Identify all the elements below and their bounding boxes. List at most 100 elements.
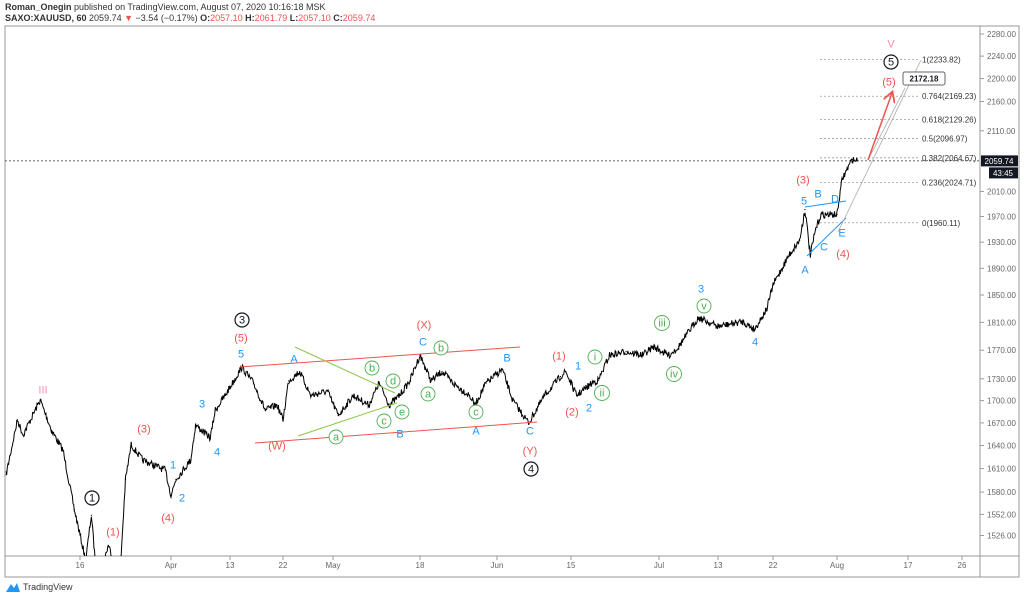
price-point <box>190 459 192 461</box>
price-point <box>194 424 197 426</box>
blue-triangle-upper-line[interactable] <box>804 200 847 208</box>
time-tick-label: Jul <box>654 561 664 570</box>
author-name[interactable]: Roman_Onegin <box>5 2 72 12</box>
trend-lines[interactable] <box>239 59 922 444</box>
wave-label: 3 <box>239 314 245 326</box>
wave-label: (W) <box>268 440 286 452</box>
wave-label: C <box>419 336 427 348</box>
price-point <box>175 478 177 481</box>
price-callout[interactable]: 2172.18 <box>902 71 946 86</box>
wave-label-circle <box>385 373 401 389</box>
wave-label: ii <box>600 387 605 399</box>
wave-label: 5 <box>888 56 894 68</box>
price-point <box>501 368 503 371</box>
price-point <box>62 449 64 451</box>
wave-label: 3 <box>199 398 205 410</box>
price-point <box>214 409 216 411</box>
wave-label: (1) <box>106 526 119 538</box>
price-series <box>5 157 858 583</box>
wave-label-circle <box>84 490 100 506</box>
wave-label-circle <box>666 366 682 382</box>
price-point <box>597 379 600 381</box>
price-point <box>512 400 514 402</box>
price-point <box>468 394 471 397</box>
price-tick-label: 1700.00 <box>987 397 1016 406</box>
publish-text: published on TradingView.com, August 07,… <box>74 2 326 12</box>
channel-upper-line[interactable] <box>239 346 521 368</box>
price-point <box>841 179 843 181</box>
price-tick-label: 1670.00 <box>987 419 1016 428</box>
projection-line-2[interactable] <box>867 87 906 161</box>
price-tick-label: 1930.00 <box>987 238 1016 247</box>
price-point <box>96 582 97 583</box>
tradingview-logo[interactable]: TradingView <box>6 582 73 592</box>
wave-label: iv <box>670 368 678 380</box>
price-tick-label: 1890.00 <box>987 264 1016 273</box>
target-arrow[interactable] <box>867 93 892 161</box>
triangle-upper-line[interactable] <box>294 346 396 394</box>
wave-label: 1 <box>575 360 581 372</box>
price-tick-label: 2160.00 <box>987 98 1016 107</box>
time-axis[interactable]: 16 Apr 13 22 May 18 Jun 15 Jul 13 22 Aug 17 26 <box>76 556 967 570</box>
wave-label: (5) <box>234 332 247 344</box>
price-point <box>788 254 790 256</box>
price-point <box>815 228 817 230</box>
price-point <box>430 380 432 382</box>
price-point <box>398 394 401 397</box>
fib-level-label: 0.5(2096.97) <box>922 135 968 144</box>
blue-triangle-lower-line[interactable] <box>806 217 847 257</box>
wave-label: (4) <box>161 512 174 524</box>
price-point <box>368 404 370 406</box>
price-point <box>310 394 312 397</box>
wave-label: v <box>701 300 707 312</box>
callout-text: 2172.18 <box>910 75 939 84</box>
wave-label: V <box>887 38 895 50</box>
fib-retracement[interactable]: 1(2233.82) 0.764(2169.23) 0.618(2129.26) 0.… <box>820 56 977 228</box>
price-point <box>264 409 266 411</box>
triangle-lower-line[interactable] <box>297 402 398 437</box>
wave-label: (X) <box>417 319 432 331</box>
last-price: 2059.74 <box>89 13 122 23</box>
price-tick-label: 1850.00 <box>987 291 1016 300</box>
projection-line[interactable] <box>837 59 922 233</box>
price-point <box>287 380 290 382</box>
wave-label: d <box>390 375 396 387</box>
wave-label-circle <box>883 54 899 70</box>
price-point <box>50 429 53 431</box>
price-point <box>441 370 443 373</box>
wave-label: B <box>503 352 510 364</box>
price-point <box>224 394 226 397</box>
price-point <box>378 382 380 384</box>
price-point <box>209 437 211 439</box>
price-point <box>565 370 567 373</box>
wave-label-circle <box>394 404 410 420</box>
price-point <box>625 351 627 353</box>
price-tick-label: 2200.00 <box>987 75 1016 84</box>
price-point <box>820 214 822 216</box>
close-value: 2059.74 <box>342 13 376 23</box>
fib-level-label: 1(2233.82) <box>922 56 961 65</box>
channel-lower-line[interactable] <box>254 421 538 444</box>
price-point <box>141 459 144 461</box>
price-tick-label: 1552.00 <box>987 510 1016 519</box>
price-point <box>717 325 719 328</box>
price-point <box>39 399 41 401</box>
price-axis[interactable]: 2280.00 2240.00 2200.00 2160.00 2110.00 2010.… <box>980 30 1016 541</box>
wave-label: (Y) <box>523 445 538 457</box>
time-tick-label: Aug <box>830 561 844 570</box>
symbol-name[interactable]: SAXO:XAUUSD, 60 <box>5 13 87 23</box>
wave-label: i <box>594 351 596 363</box>
price-point <box>652 346 655 348</box>
high-value: 2061.79 <box>254 13 288 23</box>
wave-label: D <box>831 193 839 205</box>
fib-level-label: 0(1960.11) <box>922 219 960 228</box>
price-point <box>452 382 454 384</box>
price-point <box>170 494 172 496</box>
wave-label-circle <box>523 461 539 477</box>
publish-info: Roman_Onegin published on TradingView.co… <box>5 2 326 12</box>
wave-label: A <box>472 425 480 437</box>
wave-label: b <box>369 362 375 374</box>
high-label: H: <box>245 13 255 23</box>
